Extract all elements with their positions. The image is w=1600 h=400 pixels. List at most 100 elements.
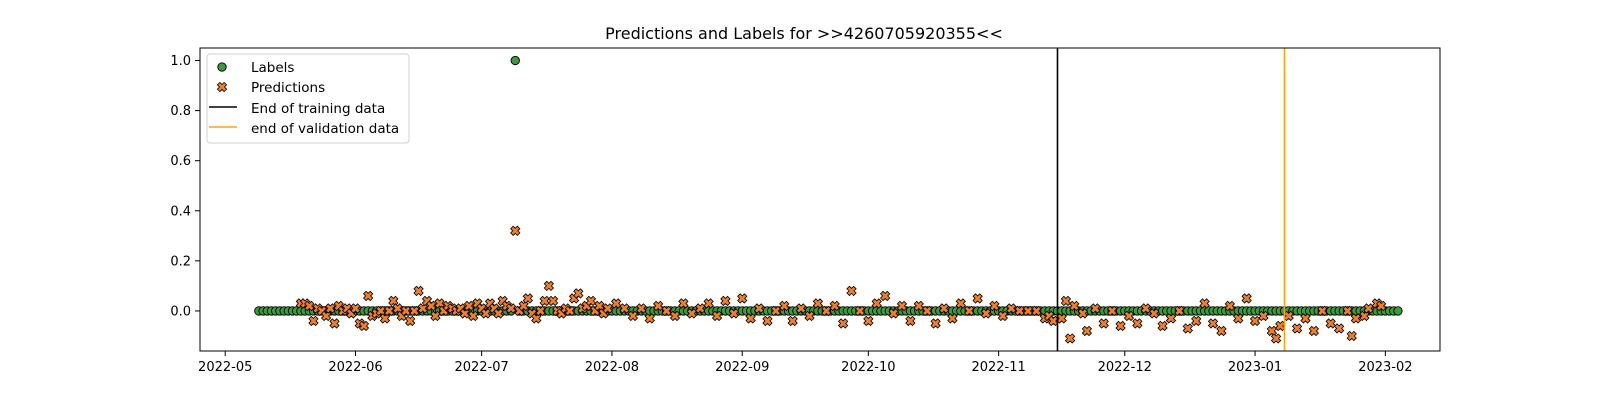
- prediction-point: [493, 308, 504, 319]
- prediction-point: [686, 308, 697, 319]
- prediction-point: [1014, 305, 1025, 317]
- prediction-point: [1350, 313, 1362, 324]
- prediction-point: [653, 300, 664, 312]
- x-tick-label: 2022-07: [454, 360, 508, 375]
- prediction-point: [463, 300, 475, 312]
- legend: Labels Predictions End of training data …: [206, 53, 410, 144]
- prediction-point: [636, 303, 647, 314]
- prediction-point: [1266, 325, 1278, 337]
- prediction-point: [922, 305, 933, 317]
- prediction-point: [383, 305, 395, 317]
- y-tick-label: 0.8: [170, 104, 191, 119]
- prediction-point: [1060, 295, 1072, 307]
- prediction-point: [1375, 300, 1387, 312]
- prediction-point: [905, 315, 916, 327]
- prediction-point: [1283, 310, 1294, 322]
- prediction-point: [308, 315, 319, 327]
- prediction-point: [510, 225, 521, 236]
- prediction-point: [896, 300, 908, 312]
- prediction-point: [543, 280, 555, 292]
- prediction-point: [362, 290, 374, 302]
- prediction-point: [795, 303, 807, 314]
- prediction-point: [720, 295, 731, 307]
- prediction-point: [304, 300, 315, 312]
- prediction-point: [573, 288, 584, 299]
- prediction-point: [468, 310, 479, 322]
- prediction-point: [409, 305, 420, 317]
- prediction-point: [1182, 323, 1193, 334]
- prediction-point: [837, 318, 849, 329]
- prediction-point: [913, 300, 924, 312]
- prediction-point: [854, 305, 866, 317]
- prediction-point: [358, 320, 370, 332]
- y-tick-label: 0.4: [170, 204, 191, 219]
- prediction-point: [1216, 325, 1227, 337]
- prediction-point: [703, 298, 714, 309]
- prediction-point: [964, 305, 975, 317]
- prediction-point: [329, 318, 340, 329]
- prediction-point: [602, 303, 613, 314]
- label-point: [1393, 306, 1403, 316]
- y-tick-label: 0.0: [170, 304, 191, 319]
- prediction-point: [1048, 315, 1059, 327]
- prediction-point: [1317, 305, 1328, 317]
- prediction-point: [1308, 325, 1320, 337]
- prediction-point: [547, 295, 559, 307]
- legend-box: [206, 53, 410, 144]
- prediction-point: [480, 308, 491, 319]
- prediction-point: [430, 310, 441, 322]
- prediction-point: [1149, 308, 1160, 319]
- prediction-point: [1249, 315, 1261, 327]
- prediction-point: [711, 310, 723, 322]
- prediction-point: [779, 300, 790, 312]
- x-tick-label: 2022-12: [1098, 360, 1152, 375]
- legend-label-predictions: Predictions: [251, 80, 325, 96]
- prediction-point: [1115, 320, 1126, 332]
- label-point: [510, 55, 520, 66]
- x-tick-label: 2023-01: [1228, 360, 1282, 375]
- prediction-point: [1174, 305, 1185, 317]
- prediction-point: [829, 300, 840, 312]
- prediction-point: [426, 300, 437, 312]
- prediction-point: [585, 295, 597, 307]
- predictions-series: [295, 225, 1387, 344]
- prediction-point: [325, 303, 336, 314]
- prediction-point: [787, 315, 798, 327]
- legend-icons: [209, 62, 237, 128]
- prediction-point: [1077, 308, 1088, 319]
- prediction-point: [1363, 303, 1374, 314]
- legend-label-end-of-training: End of training data: [251, 101, 385, 117]
- prediction-point: [804, 310, 815, 322]
- prediction-point: [678, 298, 689, 309]
- x-tick-label: 2022-09: [715, 360, 769, 375]
- prediction-point: [1346, 330, 1357, 342]
- prediction-point: [539, 295, 550, 307]
- prediction-point: [997, 310, 1009, 322]
- prediction-point: [1333, 323, 1345, 334]
- chart-title: Predictions and Labels for >>42607059203…: [605, 24, 1003, 43]
- prediction-point: [1056, 313, 1067, 324]
- prediction-point: [938, 303, 950, 314]
- x-tick-label: 2023-02: [1358, 360, 1412, 375]
- prediction-point: [846, 285, 857, 297]
- prediction-point: [1275, 320, 1286, 332]
- prediction-point: [1106, 305, 1118, 317]
- prediction-point: [1270, 333, 1282, 344]
- prediction-point: [888, 308, 899, 319]
- prediction-point: [821, 305, 832, 317]
- plot-layer: [254, 48, 1403, 351]
- prediction-point: [728, 308, 739, 319]
- prediction-point: [413, 285, 424, 297]
- prediction-point: [1157, 320, 1168, 332]
- prediction-point: [947, 313, 958, 324]
- prediction-point: [989, 300, 1000, 312]
- y-tick-label: 0.2: [170, 254, 191, 269]
- prediction-point: [1207, 318, 1219, 329]
- prediction-point: [1325, 318, 1336, 329]
- prediction-point: [400, 305, 412, 317]
- x-tick-label: 2022-10: [841, 360, 895, 375]
- prediction-point: [610, 298, 622, 309]
- prediction-point: [871, 298, 882, 309]
- prediction-point: [1241, 293, 1252, 304]
